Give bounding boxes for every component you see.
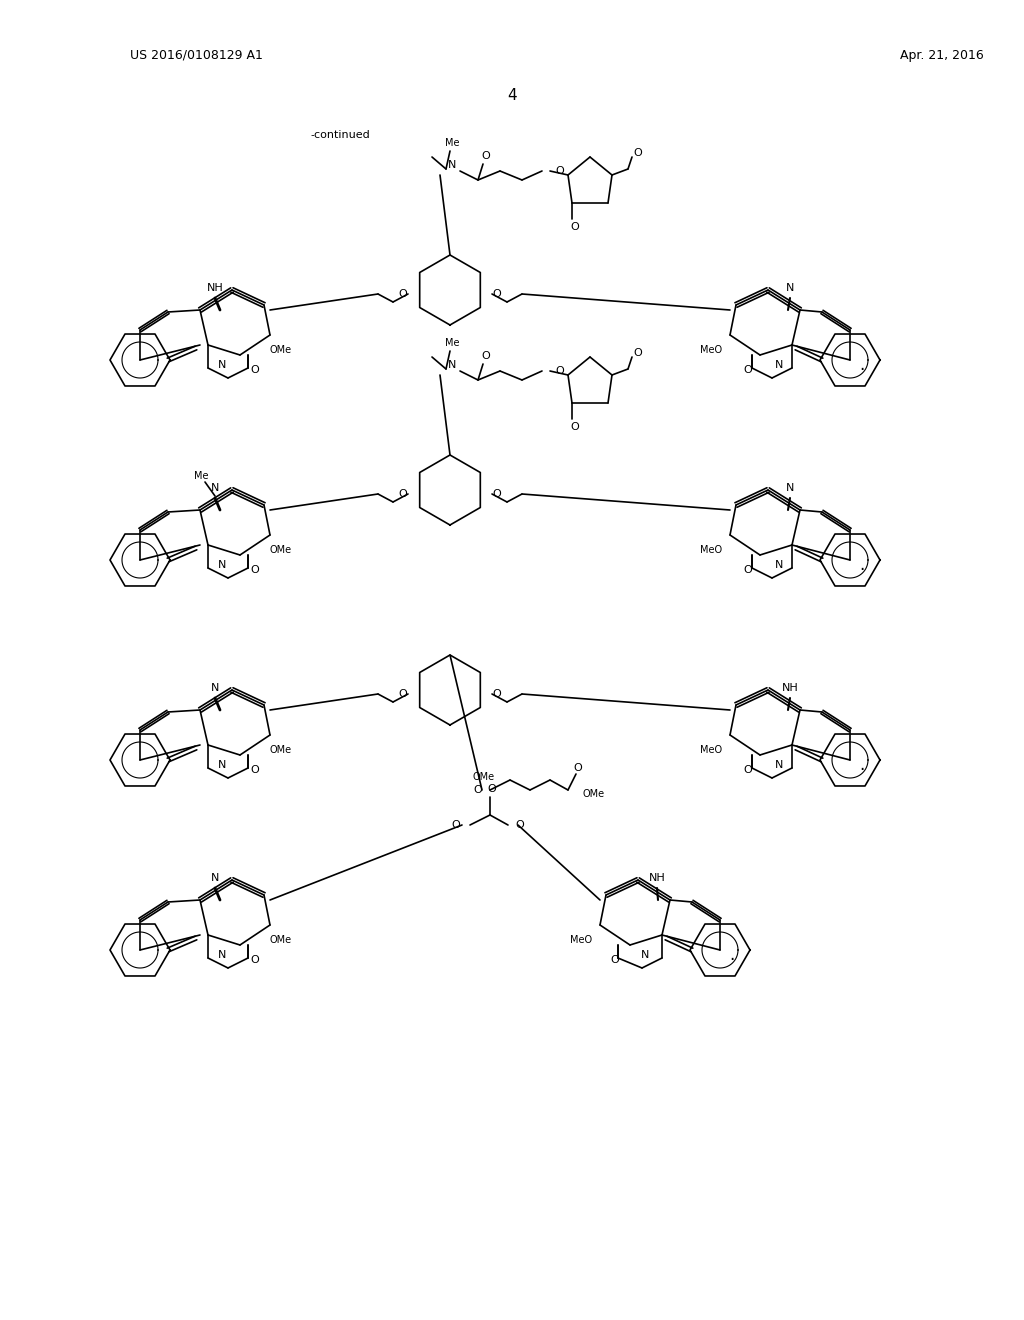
Text: .: . — [729, 946, 734, 964]
Text: O: O — [634, 148, 642, 158]
Text: N: N — [218, 760, 226, 770]
Text: N: N — [211, 682, 219, 693]
Text: Me: Me — [444, 338, 459, 348]
Text: O: O — [398, 689, 408, 700]
Text: O: O — [570, 222, 580, 232]
Text: MeO: MeO — [570, 935, 592, 945]
Text: O: O — [556, 366, 564, 376]
Text: -continued: -continued — [310, 129, 370, 140]
Text: N: N — [775, 560, 783, 570]
Text: N: N — [447, 360, 456, 370]
Text: N: N — [447, 160, 456, 170]
Text: OMe: OMe — [583, 789, 605, 799]
Text: MeO: MeO — [699, 345, 722, 355]
Text: N: N — [218, 950, 226, 960]
Text: O: O — [474, 785, 482, 795]
Text: O: O — [743, 366, 753, 375]
Text: OMe: OMe — [270, 744, 292, 755]
Text: O: O — [398, 488, 408, 499]
Text: OMe: OMe — [473, 772, 495, 781]
Text: O: O — [493, 488, 502, 499]
Text: O: O — [493, 689, 502, 700]
Text: Apr. 21, 2016: Apr. 21, 2016 — [900, 49, 984, 62]
Text: N: N — [775, 360, 783, 370]
Text: O: O — [573, 763, 583, 774]
Text: O: O — [251, 954, 259, 965]
Text: O: O — [743, 766, 753, 775]
Text: N: N — [211, 483, 219, 492]
Text: O: O — [398, 289, 408, 300]
Text: MeO: MeO — [699, 744, 722, 755]
Text: O: O — [251, 766, 259, 775]
Text: N: N — [218, 360, 226, 370]
Text: O: O — [481, 150, 490, 161]
Text: .: . — [859, 356, 864, 374]
Text: NH: NH — [781, 682, 799, 693]
Text: O: O — [481, 351, 490, 360]
Text: O: O — [516, 820, 524, 830]
Text: O: O — [251, 565, 259, 576]
Text: O: O — [570, 422, 580, 432]
Text: N: N — [785, 282, 795, 293]
Text: OMe: OMe — [270, 935, 292, 945]
Text: Me: Me — [444, 139, 459, 148]
Text: N: N — [785, 483, 795, 492]
Text: OMe: OMe — [270, 345, 292, 355]
Text: N: N — [211, 873, 219, 883]
Text: MeO: MeO — [699, 545, 722, 554]
Text: O: O — [556, 166, 564, 176]
Text: NH: NH — [648, 873, 666, 883]
Text: OMe: OMe — [270, 545, 292, 554]
Text: O: O — [493, 289, 502, 300]
Text: NH: NH — [207, 282, 223, 293]
Text: N: N — [775, 760, 783, 770]
Text: O: O — [452, 820, 461, 830]
Text: 4: 4 — [507, 87, 517, 103]
Text: Me: Me — [194, 471, 208, 480]
Text: O: O — [634, 348, 642, 358]
Text: .: . — [859, 756, 864, 774]
Text: US 2016/0108129 A1: US 2016/0108129 A1 — [130, 49, 263, 62]
Text: O: O — [743, 565, 753, 576]
Text: N: N — [218, 560, 226, 570]
Text: O: O — [251, 366, 259, 375]
Text: O: O — [487, 784, 497, 795]
Text: .: . — [859, 556, 864, 574]
Text: N: N — [641, 950, 649, 960]
Text: O: O — [610, 954, 620, 965]
